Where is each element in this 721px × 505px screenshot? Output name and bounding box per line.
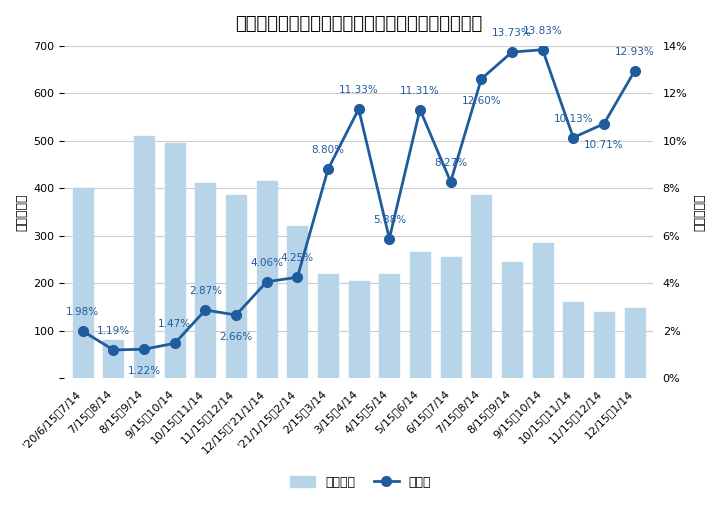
陽性例 bbox=[109, 347, 118, 353]
Text: 1.98%: 1.98% bbox=[66, 307, 99, 317]
Bar bbox=[318, 274, 338, 378]
Bar bbox=[533, 243, 552, 378]
Bar bbox=[165, 143, 185, 378]
Bar bbox=[502, 262, 522, 378]
陽性例 bbox=[446, 179, 455, 185]
陽性例 bbox=[293, 274, 301, 280]
Legend: 検査件数, 陽性例: 検査件数, 陽性例 bbox=[285, 471, 436, 494]
陽性例 bbox=[630, 68, 639, 74]
Bar bbox=[349, 281, 368, 378]
Text: 8.27%: 8.27% bbox=[434, 158, 467, 168]
陽性例 bbox=[477, 76, 486, 82]
陽性例 bbox=[201, 307, 210, 313]
Y-axis label: （検査数）: （検査数） bbox=[15, 193, 28, 231]
Bar bbox=[624, 308, 645, 378]
Text: 11.31%: 11.31% bbox=[400, 86, 440, 95]
Text: 8.80%: 8.80% bbox=[311, 145, 345, 156]
Text: 12.60%: 12.60% bbox=[461, 95, 501, 106]
Title: 東京ミッドタウンクリニックでの抗体検査の陽性率: 東京ミッドタウンクリニックでの抗体検査の陽性率 bbox=[235, 15, 482, 33]
Line: 陽性例: 陽性例 bbox=[78, 45, 640, 355]
Text: 1.22%: 1.22% bbox=[128, 366, 161, 376]
Text: 13.83%: 13.83% bbox=[523, 26, 562, 36]
Bar bbox=[257, 181, 277, 378]
Bar bbox=[379, 274, 399, 378]
Text: 4.25%: 4.25% bbox=[280, 254, 314, 264]
Bar bbox=[288, 226, 307, 378]
Bar bbox=[472, 195, 491, 378]
Text: 2.87%: 2.87% bbox=[189, 286, 222, 296]
陽性例 bbox=[508, 49, 516, 55]
Bar bbox=[441, 257, 461, 378]
Text: 13.73%: 13.73% bbox=[492, 28, 532, 38]
陽性例 bbox=[79, 328, 87, 334]
Text: 1.19%: 1.19% bbox=[97, 326, 130, 336]
Bar bbox=[73, 188, 93, 378]
陽性例 bbox=[170, 340, 179, 346]
陽性例 bbox=[262, 279, 271, 285]
陽性例 bbox=[416, 107, 425, 113]
陽性例 bbox=[385, 235, 394, 241]
Text: 2.66%: 2.66% bbox=[219, 332, 252, 342]
Bar bbox=[226, 195, 246, 378]
Bar bbox=[563, 302, 583, 378]
Bar bbox=[195, 183, 216, 378]
Text: 4.06%: 4.06% bbox=[250, 258, 283, 268]
陽性例 bbox=[539, 46, 547, 53]
陽性例 bbox=[231, 312, 240, 318]
Bar bbox=[134, 136, 154, 378]
Text: 11.33%: 11.33% bbox=[339, 85, 379, 95]
Text: 5.88%: 5.88% bbox=[373, 215, 406, 225]
Bar bbox=[594, 312, 614, 378]
陽性例 bbox=[140, 346, 149, 352]
陽性例 bbox=[354, 106, 363, 112]
Text: 12.93%: 12.93% bbox=[615, 47, 655, 57]
Bar bbox=[410, 252, 430, 378]
陽性例 bbox=[569, 134, 578, 140]
Text: 10.71%: 10.71% bbox=[584, 140, 624, 150]
Text: 1.47%: 1.47% bbox=[158, 319, 191, 329]
Text: 10.13%: 10.13% bbox=[554, 114, 593, 124]
陽性例 bbox=[600, 121, 609, 127]
陽性例 bbox=[324, 166, 332, 172]
Bar bbox=[104, 340, 123, 378]
Y-axis label: （陽性率）: （陽性率） bbox=[693, 193, 706, 231]
